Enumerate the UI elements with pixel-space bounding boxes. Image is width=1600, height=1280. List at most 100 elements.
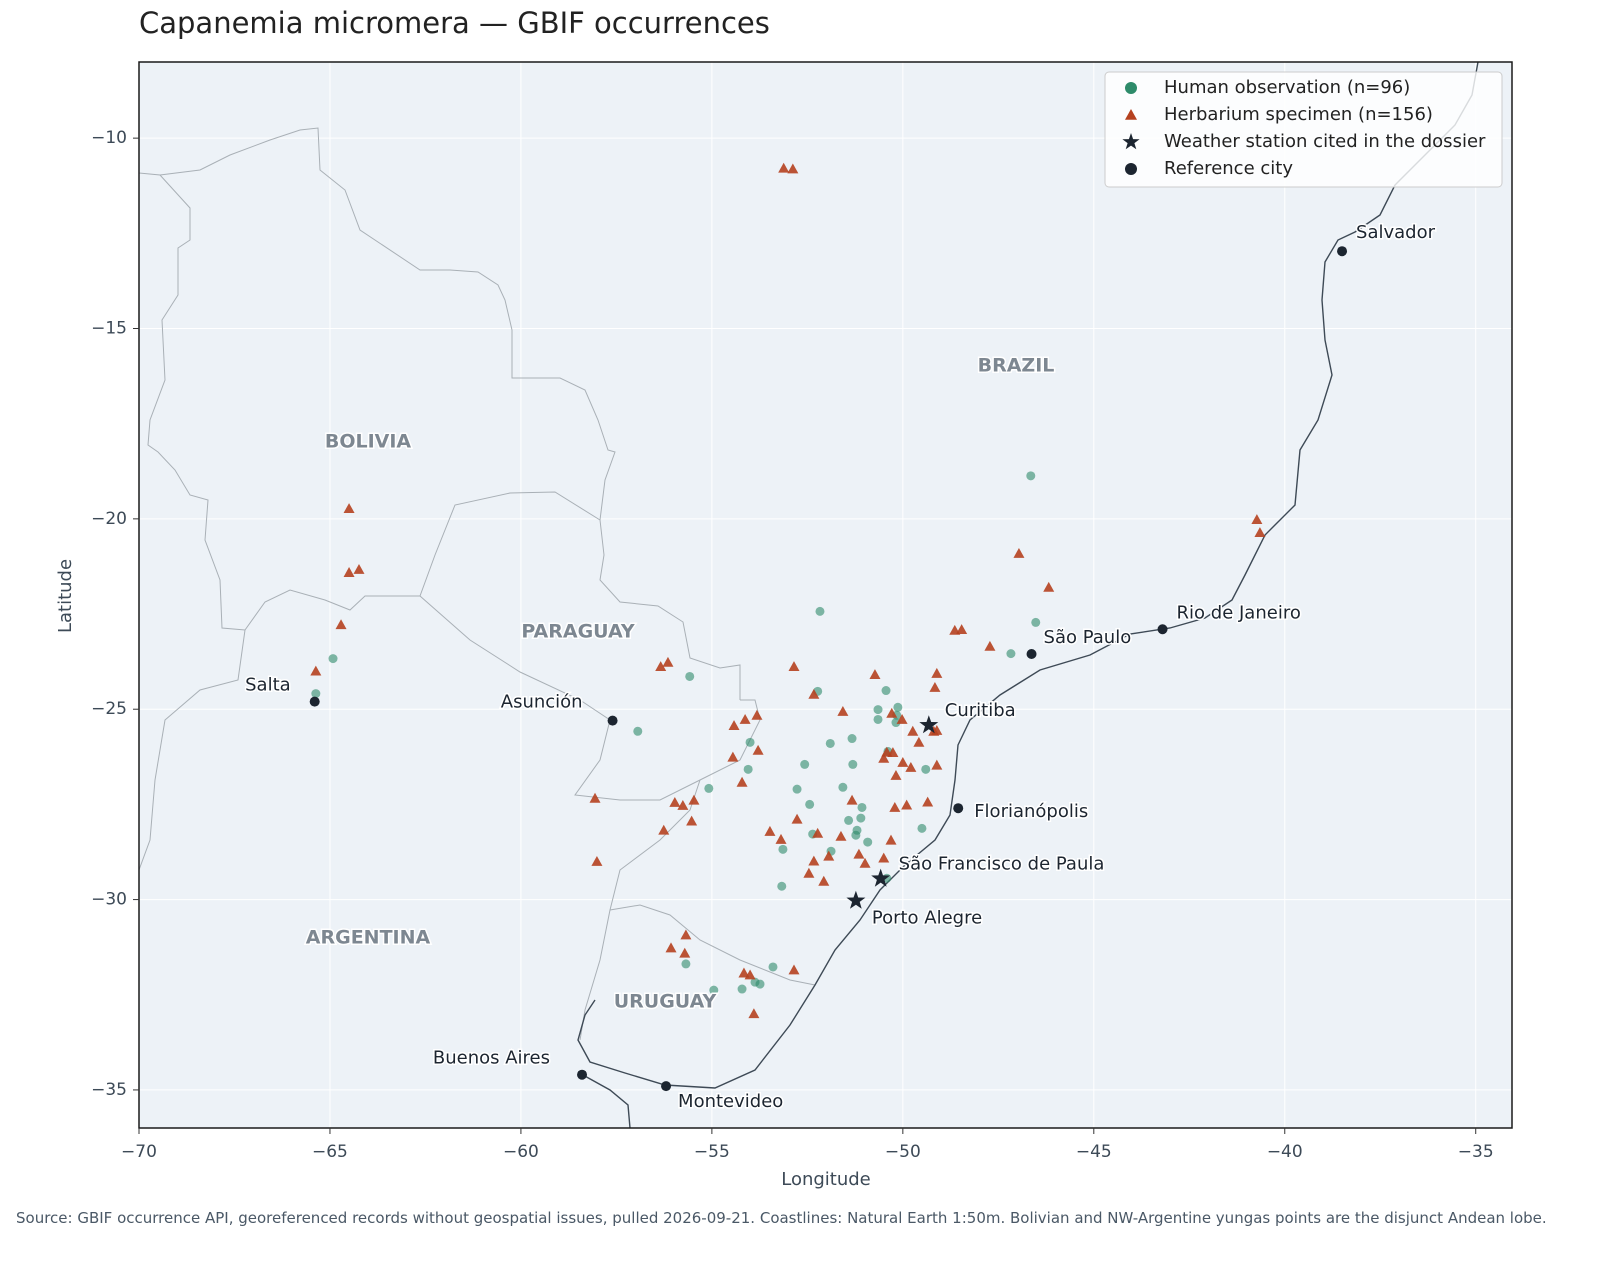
plot-area (139, 62, 1512, 1128)
specimen-point (889, 801, 901, 812)
observation-point (1026, 471, 1036, 481)
specimen-point (1013, 548, 1025, 558)
specimen-point (890, 769, 902, 780)
city-marker (1026, 649, 1037, 660)
specimen-point (878, 752, 890, 763)
place-label: Buenos Aires (433, 1048, 550, 1069)
specimen-point (665, 942, 677, 953)
border (139, 172, 741, 700)
observation-point (851, 830, 861, 840)
place-label: São Paulo (1044, 627, 1132, 648)
city-marker (309, 696, 320, 707)
specimen-point (686, 815, 698, 826)
specimen-point (956, 624, 968, 635)
specimen-point (1251, 514, 1263, 525)
observation-point (1031, 617, 1041, 627)
observation-point (704, 783, 714, 793)
specimen-point (748, 1008, 760, 1019)
specimen-point (788, 964, 800, 975)
region-label: BRAZIL (978, 355, 1055, 377)
y-tick-label: −10 (91, 128, 127, 148)
border (159, 127, 616, 521)
specimen-point (788, 661, 800, 671)
place-label: Curitiba (945, 700, 1016, 721)
specimen-point (803, 867, 815, 878)
specimen-point (677, 800, 689, 810)
specimen-point (658, 824, 670, 835)
specimen-point (591, 856, 603, 866)
specimen-point (837, 705, 849, 716)
observation-point (745, 737, 755, 747)
specimen-point (752, 744, 764, 755)
observation-point (863, 837, 873, 847)
observation-point (311, 689, 321, 699)
specimen-point (885, 834, 897, 845)
observation-point (917, 823, 927, 833)
observation-point (838, 782, 848, 792)
specimen-point (812, 827, 824, 838)
specimen-point (738, 967, 750, 978)
region-label: URUGUAY (614, 991, 717, 1013)
x-tick-label: −70 (121, 1142, 157, 1162)
place-label: São Francisco de Paula (899, 854, 1105, 875)
y-tick-label: −15 (91, 319, 127, 339)
specimen-point (335, 619, 347, 630)
x-tick-label: −45 (1076, 1142, 1112, 1162)
observation-point (873, 705, 883, 715)
station-marker (846, 890, 866, 909)
city-marker (953, 803, 964, 814)
specimen-point (736, 776, 748, 787)
specimen-point (310, 665, 322, 676)
place-label: Rio de Janeiro (1177, 602, 1301, 623)
x-tick-label: −65 (312, 1142, 348, 1162)
chart-title: Capanemia micromera — GBIF occurrences (139, 6, 770, 40)
place-label: Montevideo (678, 1091, 783, 1112)
observation-point (737, 984, 747, 994)
specimen-point (778, 162, 790, 173)
observation-point (844, 815, 854, 825)
station-marker (871, 868, 891, 887)
observation-point (921, 764, 931, 774)
observation-point (778, 844, 788, 854)
border (579, 779, 701, 1041)
border (139, 629, 246, 871)
specimen-point (808, 688, 820, 699)
station-marker (919, 715, 939, 734)
y-tick-label: −30 (91, 890, 127, 910)
specimen-point (931, 759, 943, 770)
specimen-point (897, 757, 909, 767)
specimen-point (859, 857, 871, 868)
city-marker (1157, 624, 1168, 635)
observation-point (777, 881, 787, 891)
observation-point (815, 606, 825, 616)
specimen-point (655, 661, 667, 671)
y-tick-label: −35 (91, 1080, 127, 1100)
specimen-point (343, 503, 355, 513)
place-label: Salvador (1356, 222, 1436, 243)
observation-point (755, 979, 765, 989)
specimen-point (853, 848, 865, 859)
specimen-point (907, 725, 919, 736)
legend-marker (1125, 109, 1137, 120)
y-tick-label: −20 (91, 509, 127, 529)
place-label: Porto Alegre (872, 908, 982, 929)
coastline (577, 62, 1479, 1089)
place-label: Asunción (501, 692, 583, 713)
observation-point (825, 738, 835, 748)
x-tick-label: −50 (885, 1142, 921, 1162)
specimen-point (343, 567, 355, 577)
specimen-point (869, 669, 881, 679)
region-label: BOLIVIA (325, 431, 412, 453)
legend-marker (1125, 163, 1137, 175)
specimen-point (679, 947, 691, 958)
specimen-point (887, 747, 899, 758)
specimen-point (818, 875, 830, 886)
place-label: Florianópolis (974, 801, 1088, 822)
specimen-point (901, 799, 913, 810)
observation-point (856, 813, 866, 823)
x-tick-label: −40 (1267, 1142, 1303, 1162)
specimen-point (791, 813, 803, 824)
